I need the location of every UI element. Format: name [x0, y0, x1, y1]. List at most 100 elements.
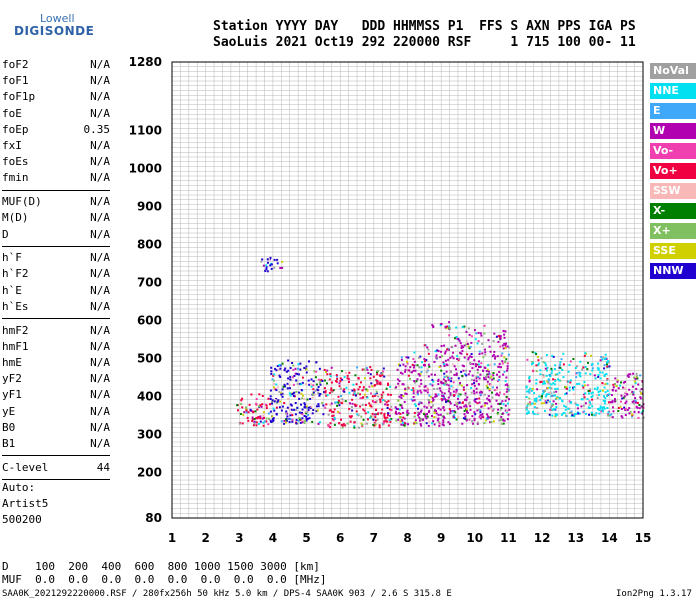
y-tick-label: 700: [137, 275, 162, 289]
echo-point: [298, 391, 301, 394]
echo-point: [324, 406, 327, 409]
echo-point: [414, 381, 416, 384]
param-row: hmF2 N/A: [2, 324, 110, 338]
echo-point: [614, 377, 617, 380]
echo-point: [542, 375, 545, 378]
echo-point: [351, 398, 354, 401]
echo-point: [451, 355, 454, 358]
echo-point: [415, 422, 418, 425]
echo-point: [395, 386, 398, 389]
param-row: foF1p N/A: [2, 90, 110, 104]
echo-point: [583, 393, 585, 396]
echo-point: [255, 417, 258, 420]
echo-point: [504, 404, 507, 407]
echo-point: [603, 375, 606, 378]
echo-point: [448, 321, 451, 324]
echo-point: [464, 398, 466, 401]
echo-point: [543, 380, 546, 383]
echo-point: [471, 420, 474, 423]
echo-point: [603, 407, 606, 410]
echo-point: [247, 411, 250, 414]
echo-point: [487, 407, 490, 410]
echo-point: [273, 382, 275, 385]
echo-point: [401, 383, 404, 386]
echo-point: [598, 393, 601, 396]
echo-point: [405, 393, 408, 396]
echo-point: [493, 332, 496, 335]
echo-point: [447, 396, 450, 399]
echo-point: [552, 400, 555, 403]
echo-point: [443, 416, 445, 419]
echo-point: [466, 343, 469, 345]
echo-point: [352, 383, 355, 386]
echo-point: [444, 326, 447, 329]
echo-point: [588, 390, 591, 392]
echo-point: [420, 391, 423, 394]
echo-point: [591, 369, 594, 372]
echo-point: [439, 324, 442, 327]
echo-point: [460, 370, 463, 373]
echo-point: [353, 426, 356, 429]
echo-point: [442, 361, 445, 364]
echo-point: [495, 335, 498, 338]
echo-point: [364, 393, 366, 396]
param-name: C-level: [2, 460, 49, 474]
echo-point: [357, 414, 360, 417]
echo-point: [491, 378, 494, 381]
echo-point: [603, 373, 606, 376]
echo-point: [447, 358, 450, 361]
echo-point: [632, 400, 635, 403]
legend-entry-e: E: [650, 103, 696, 119]
echo-point: [465, 407, 468, 410]
echo-point: [262, 414, 265, 417]
echo-point: [284, 385, 287, 388]
echo-point: [412, 358, 415, 360]
echo-point: [270, 372, 273, 375]
echo-point: [260, 405, 263, 408]
echo-point: [555, 390, 558, 393]
echo-point: [361, 368, 364, 371]
echo-point: [565, 386, 568, 388]
echo-point: [450, 385, 453, 388]
echo-point: [258, 405, 260, 408]
echo-point: [272, 407, 275, 410]
echo-point: [604, 353, 607, 356]
echo-point: [387, 412, 390, 415]
echo-point: [641, 392, 644, 395]
echo-point: [502, 347, 505, 350]
echo-point: [402, 395, 405, 397]
echo-point: [526, 390, 529, 393]
echo-point: [612, 386, 615, 389]
echo-point: [315, 370, 318, 373]
echo-point: [467, 356, 470, 359]
echo-point: [433, 423, 436, 426]
echo-point: [361, 424, 364, 426]
echo-point: [337, 410, 340, 413]
echo-point: [503, 333, 506, 336]
echo-point: [306, 398, 309, 401]
echo-point: [604, 383, 607, 386]
echo-point: [435, 354, 438, 357]
echo-point: [452, 386, 455, 389]
echo-point: [288, 421, 291, 424]
echo-point: [439, 379, 442, 382]
echo-point: [620, 408, 623, 410]
echo-point: [434, 409, 436, 412]
echo-point: [622, 381, 625, 384]
echo-point: [470, 353, 473, 355]
echo-point: [626, 374, 629, 377]
echo-point: [587, 390, 590, 392]
echo-point: [582, 404, 585, 407]
echo-point: [500, 354, 503, 357]
echo-point: [420, 424, 423, 427]
echo-point: [324, 379, 326, 382]
echo-point: [570, 410, 573, 413]
echo-point: [359, 405, 362, 408]
echo-point: [612, 383, 615, 386]
echo-point: [292, 364, 295, 367]
echo-point: [450, 394, 453, 397]
echo-point: [445, 383, 448, 386]
echo-point: [313, 394, 316, 397]
echo-point: [308, 417, 311, 420]
